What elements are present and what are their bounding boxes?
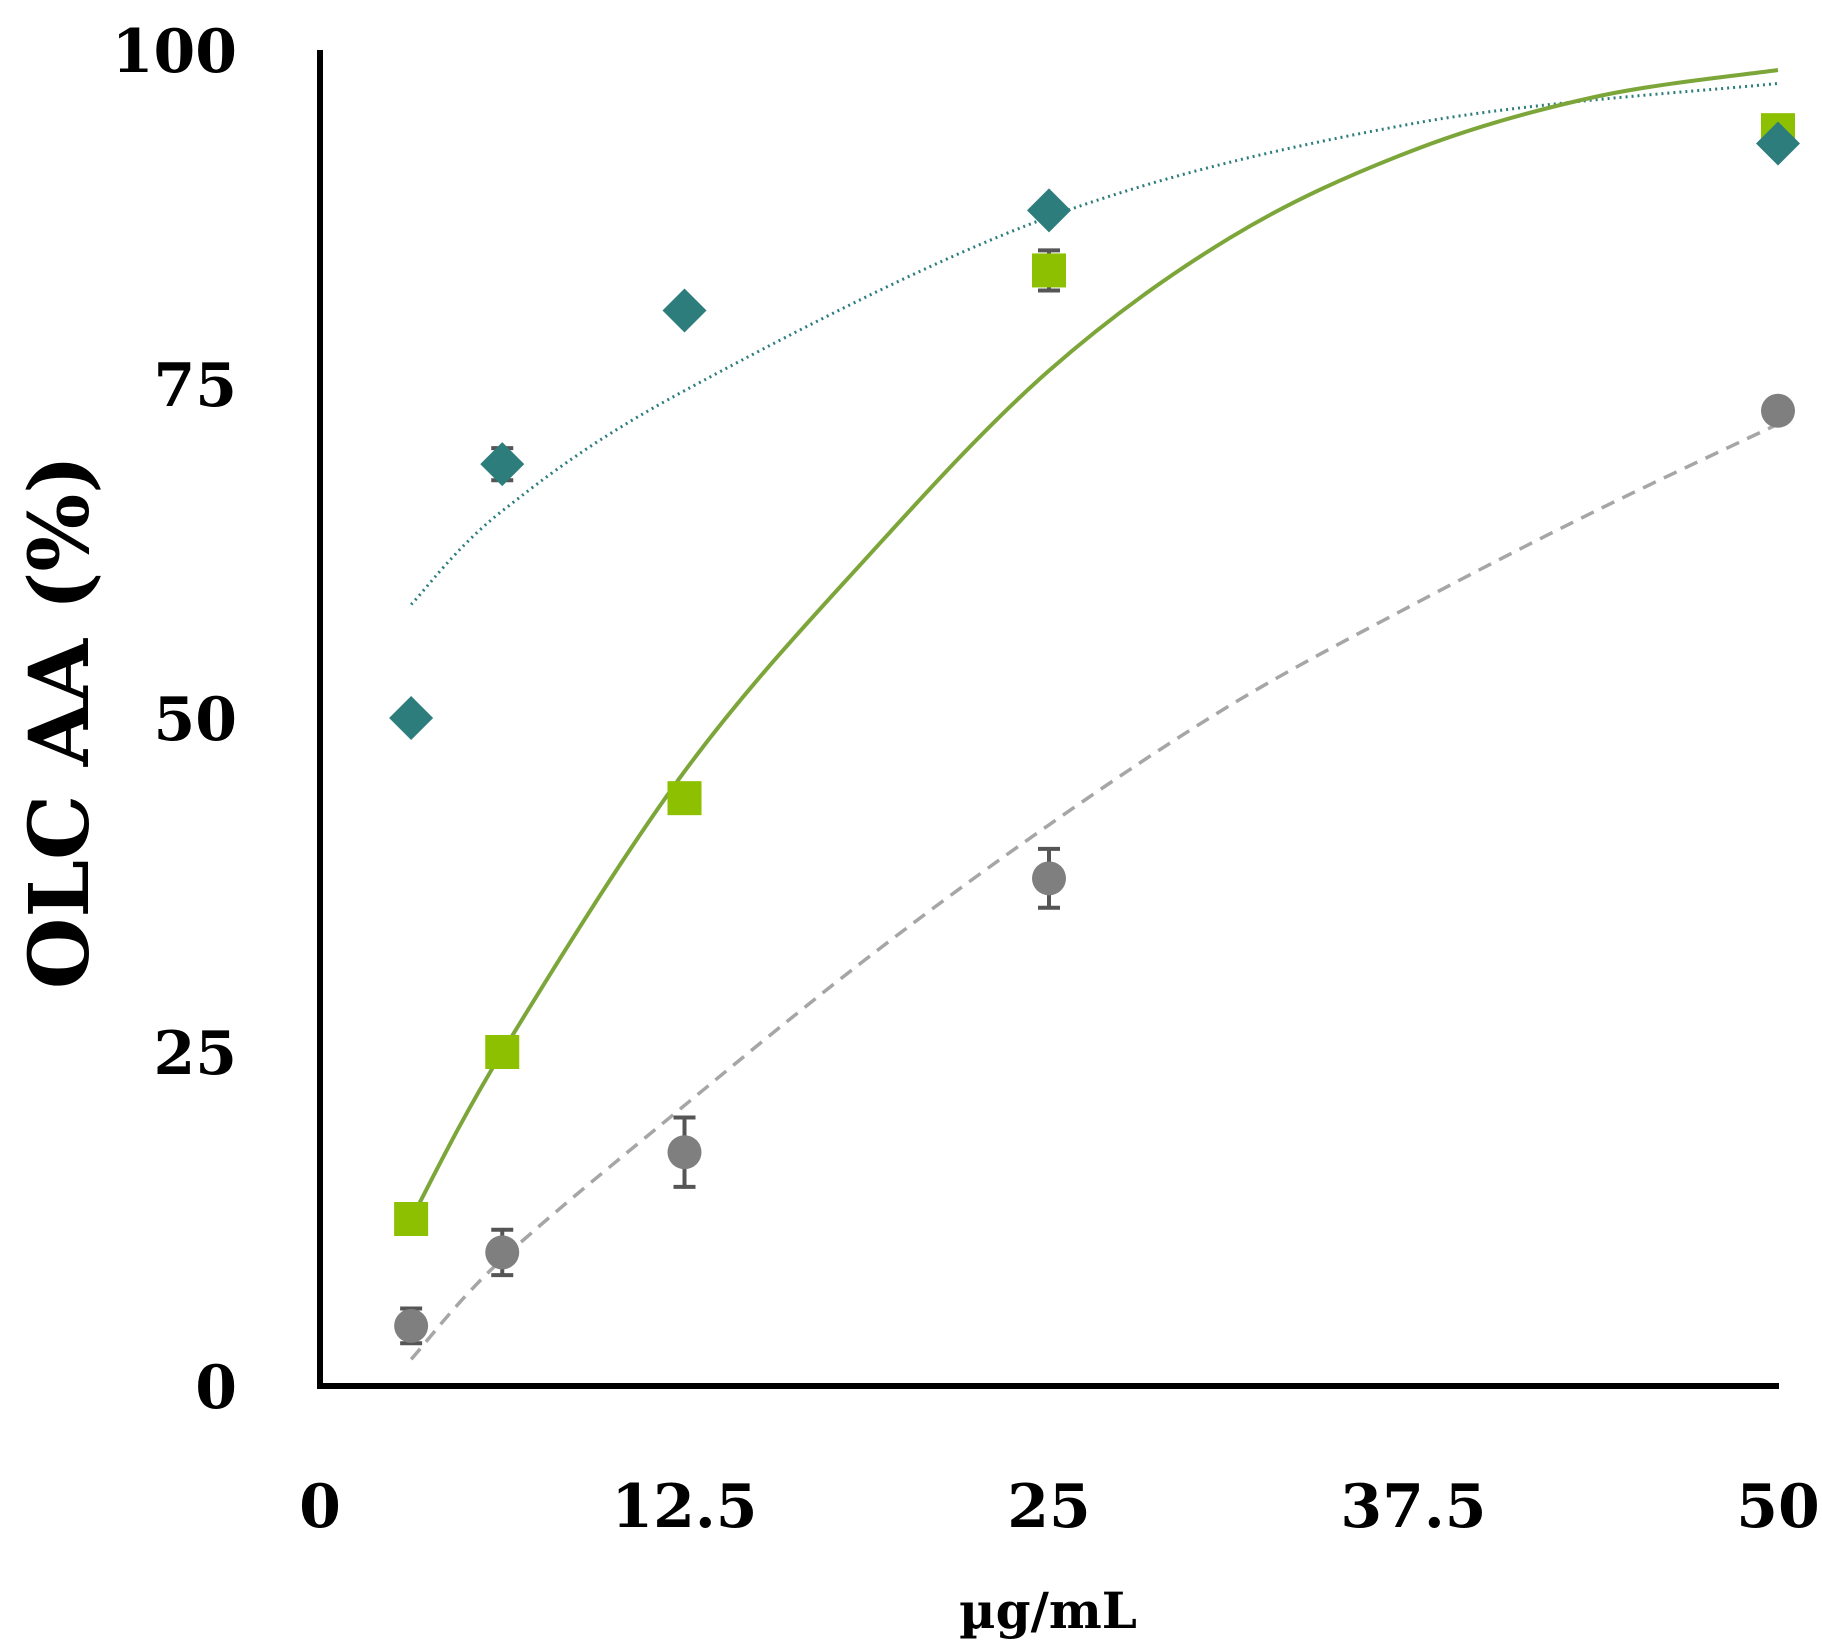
- y-tick-label: 100: [112, 17, 237, 87]
- y-tick-label: 50: [154, 685, 238, 755]
- x-tick-label: 0: [299, 1472, 341, 1542]
- circle-series-point: [394, 1308, 429, 1343]
- x-tick-label: 12.5: [611, 1472, 757, 1542]
- circle-series-trendline: [409, 422, 1779, 1361]
- y-tick-label: 75: [154, 351, 238, 421]
- square-series-trendline: [409, 68, 1779, 1220]
- circle-series-point: [667, 1135, 702, 1170]
- error-bars: [400, 248, 1060, 1346]
- x-tick-labels: 0 12.5 25 37.5 50: [299, 1472, 1820, 1542]
- y-tick-label: 0: [195, 1353, 237, 1423]
- diamond-series-point: [389, 696, 434, 740]
- x-tick-label: 50: [1736, 1472, 1820, 1542]
- circle-series-point: [1032, 861, 1066, 896]
- trendlines: [409, 68, 1779, 1361]
- data-markers: [389, 113, 1800, 1343]
- square-series-point: [485, 1035, 520, 1069]
- y-tick-labels: 0 25 50 75 100: [112, 17, 237, 1423]
- x-tick-label: 25: [1007, 1472, 1091, 1542]
- diamond-series-trendline: [410, 81, 1779, 606]
- y-axis-title: OLC AA (%): [12, 455, 108, 989]
- diamond-series-point: [1027, 188, 1071, 233]
- circle-series-point: [485, 1235, 520, 1270]
- square-series-point: [1032, 253, 1066, 288]
- x-tick-label: 37.5: [1340, 1472, 1486, 1542]
- diamond-series-point: [662, 288, 707, 333]
- square-series-point: [667, 781, 702, 816]
- square-series-point: [394, 1202, 429, 1236]
- x-axis-title: µg/mL: [959, 1581, 1137, 1640]
- diamond-series-point: [480, 442, 525, 487]
- circle-series-point: [1761, 393, 1795, 428]
- diamond-series-point: [1756, 121, 1800, 166]
- y-tick-label: 25: [154, 1019, 238, 1089]
